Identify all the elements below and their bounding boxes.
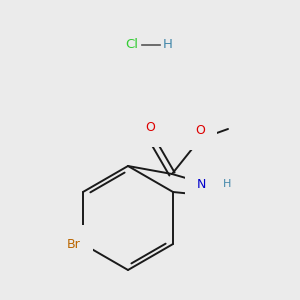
Text: Br: Br [67,238,81,250]
Text: H: H [163,38,173,52]
Text: O: O [145,121,155,134]
Text: Cl: Cl [125,38,139,52]
Text: O: O [195,124,205,137]
Text: N: N [197,178,206,190]
Text: H: H [223,179,231,189]
